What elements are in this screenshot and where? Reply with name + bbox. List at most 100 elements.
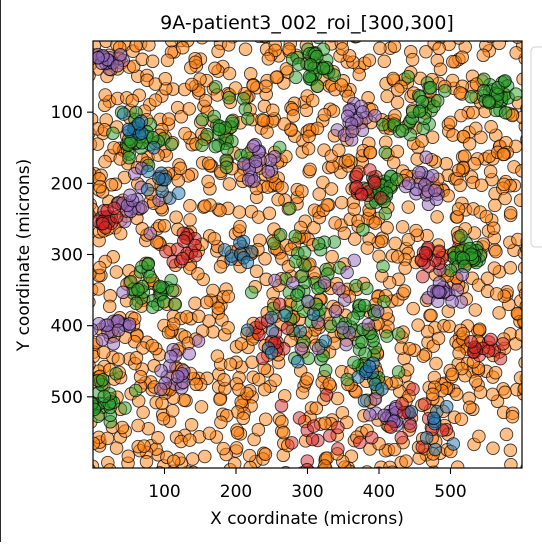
scatter-point [167,455,180,468]
scatter-point [398,285,411,298]
scatter-point [379,146,392,159]
scatter-point [269,374,282,387]
scatter-point [488,262,501,275]
scatter-point [209,81,222,94]
scatter-point [165,138,178,151]
scatter-point [388,443,401,456]
scatter-point [392,84,405,97]
scatter-point [424,81,437,94]
scatter-point [348,203,361,216]
scatter-point [427,412,440,425]
scatter-point [475,179,488,192]
scatter-point [493,307,506,320]
scatter-point [455,230,468,243]
scatter-point [486,388,499,401]
scatter-point [304,59,317,72]
scatter-point [389,237,402,250]
scatter-point [490,288,503,301]
scatter-point [364,146,377,159]
scatter-point [499,386,512,399]
scatter-point [319,417,332,430]
scatter-point [331,392,344,405]
scatter-point [353,68,366,81]
x-tick-label: 400 [363,482,395,502]
scatter-point [474,386,487,399]
scatter-point [277,426,290,439]
scatter-point [160,245,173,258]
scatter-point [245,286,258,299]
scatter-point [487,222,500,235]
scatter-point [362,318,375,331]
scatter-point [369,109,382,122]
scatter-point [482,95,495,108]
scatter-point [485,333,498,346]
scatter-point [497,148,510,161]
scatter-point [465,91,478,104]
scatter-point [292,355,305,368]
scatter-point [333,144,346,157]
scatter-point [477,49,490,62]
scatter-point [80,50,93,63]
scatter-point [298,246,311,259]
scatter-point [374,42,387,55]
scatter-point [114,227,127,240]
scatter-point [221,143,234,156]
scatter-point [184,214,197,227]
scatter-point [218,244,231,257]
scatter-point [103,300,116,313]
scatter-point [101,432,114,445]
scatter-point [230,442,243,455]
scatter-point [358,395,371,408]
scatter-point [238,158,251,171]
x-axis-label: X coordinate (microns) [210,509,404,529]
scatter-point [465,336,478,349]
scatter-point [312,237,325,250]
scatter-point [379,207,392,220]
scatter-point [365,431,378,444]
scatter-point [167,318,180,331]
scatter-point [480,210,493,223]
scatter-point [223,91,236,104]
scatter-point [478,73,491,86]
scatter-point [420,151,433,164]
scatter-point [267,104,280,117]
y-axis-label: Y coordinate (microns) [14,159,34,352]
scatter-point [358,299,371,312]
scatter-point [443,320,456,333]
scatter-point [274,229,287,242]
scatter-point [75,373,88,386]
scatter-point [405,405,418,418]
scatter-point [376,383,389,396]
scatter-point [212,45,225,58]
scatter-point [407,383,420,396]
scatter-point [406,53,419,66]
scatter-point [202,157,215,170]
scatter-point [223,469,236,482]
scatter-point [464,401,477,414]
x-tick-label: 200 [220,482,252,502]
scatter-point [289,230,302,243]
scatter-point [477,29,490,42]
scatter-point [318,276,331,289]
scatter-point [177,235,190,248]
scatter-point [456,51,469,64]
scatter-point [313,188,326,201]
scatter-point [375,235,388,248]
scatter-point [247,79,260,92]
scatter-point [433,245,446,258]
scatter-point [380,467,393,480]
scatter-point [165,350,178,363]
scatter-point [303,70,316,83]
scatter-point [413,166,426,179]
scatter-point [392,328,405,341]
scatter-point [81,208,94,221]
scatter-point [286,277,299,290]
scatter-point [399,262,412,275]
scatter-point [146,301,159,314]
scatter-point [364,164,377,177]
scatter-point [265,347,278,360]
scatter-point [504,207,517,220]
scatter-point [420,247,433,260]
scatter-point [333,282,346,295]
y-axis: 100200300400500 [51,103,93,408]
